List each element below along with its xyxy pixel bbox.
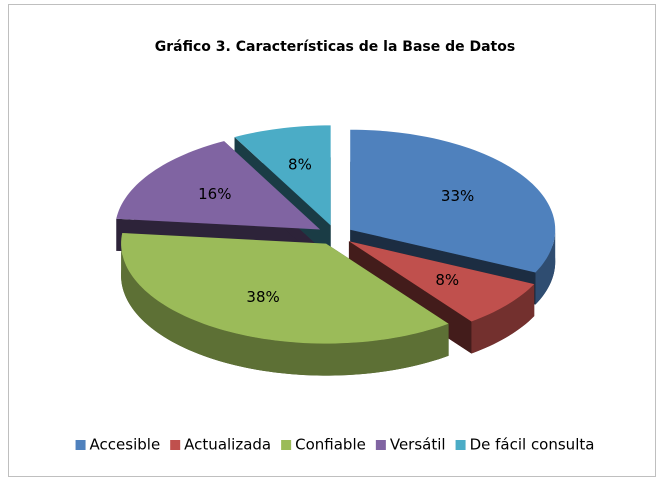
slice [234,125,331,226]
data-label: 8% [288,156,312,174]
legend-swatch [170,440,181,450]
chart-frame [8,4,656,477]
slice [350,129,556,273]
legend-swatch [75,440,86,450]
slice-side [471,284,535,354]
slice [121,232,449,344]
legend-swatch [375,440,386,450]
slice-side [535,229,556,305]
slice [116,141,321,230]
slice [348,241,535,322]
legend-label: Actualizada [184,436,271,454]
legend-label: De fácil consulta [470,436,595,454]
legend-label: Versátil [390,436,446,454]
slice-side [121,243,449,376]
legend-label: Confiable [295,436,366,454]
data-label: 33% [441,187,474,205]
data-label: 8% [435,271,459,289]
data-label: 16% [198,185,231,203]
data-label: 38% [246,288,279,306]
legend-swatch [455,440,466,450]
legend: Accesible Actualizada Confiable Versátil De … [75,436,595,454]
legend-label: Accesible [90,436,161,454]
chart-title: Gráfico 3. Características de la Base de… [155,39,515,55]
legend-swatch [281,440,292,450]
